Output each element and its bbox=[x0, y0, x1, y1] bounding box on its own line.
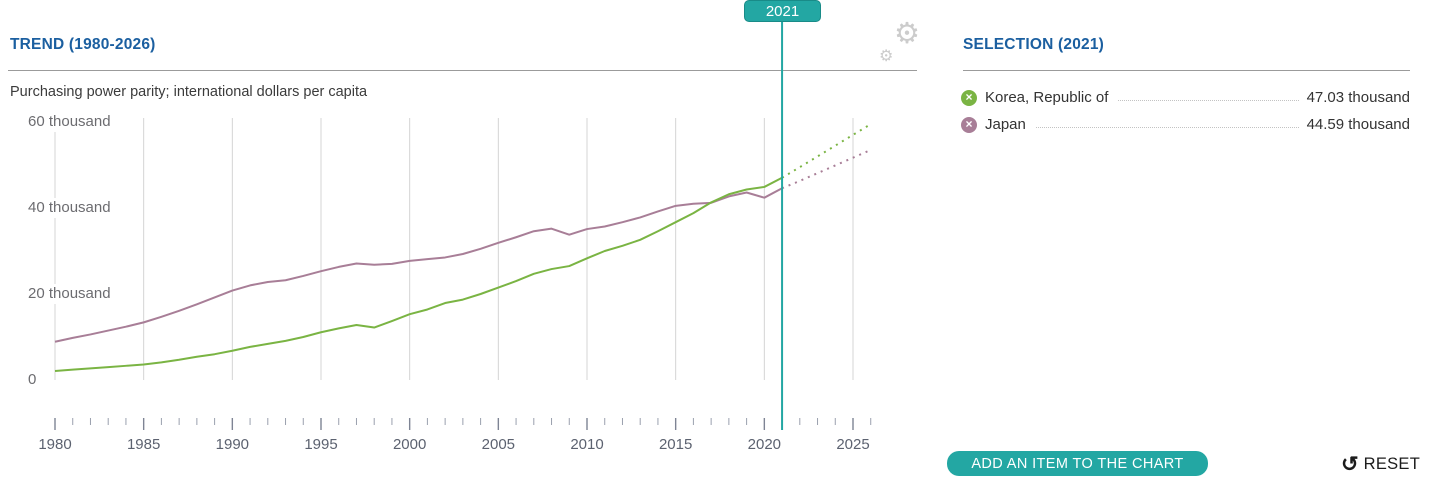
x-axis-label: 2010 bbox=[570, 436, 604, 453]
series-value: 47.03 thousand bbox=[1306, 89, 1410, 106]
dotted-leader bbox=[1118, 100, 1299, 101]
x-axis-label: 1985 bbox=[126, 436, 161, 453]
year-marker-badge[interactable]: 2021 bbox=[744, 0, 821, 22]
settings-gears-icon[interactable]: ⚙ ⚙ bbox=[876, 20, 922, 66]
selection-list: × Korea, Republic of 47.03 thousand × Ja… bbox=[961, 84, 1410, 138]
y-axis-label: 40 thousand bbox=[28, 198, 118, 218]
reset-button[interactable]: ↺ RESET bbox=[1341, 450, 1420, 478]
y-axis-label: 60 thousand bbox=[28, 112, 118, 132]
y-axis-label: 20 thousand bbox=[28, 284, 118, 304]
selection-row-japan: × Japan 44.59 thousand bbox=[961, 111, 1410, 138]
series-value: 44.59 thousand bbox=[1306, 116, 1410, 133]
trend-line-korea bbox=[54, 176, 783, 372]
x-axis-label: 1990 bbox=[215, 436, 250, 453]
x-axis-label: 1980 bbox=[38, 436, 72, 453]
trend-divider bbox=[8, 70, 917, 71]
trend-line-japan bbox=[54, 187, 783, 343]
x-axis-label: 2005 bbox=[481, 436, 516, 453]
x-axis-label: 2025 bbox=[836, 436, 870, 453]
selection-divider bbox=[963, 70, 1410, 71]
x-axis-label: 1995 bbox=[304, 436, 338, 453]
remove-item-icon[interactable]: × bbox=[961, 116, 977, 133]
reset-undo-icon: ↺ bbox=[1341, 452, 1359, 476]
dotted-leader bbox=[1035, 127, 1299, 128]
add-item-button[interactable]: ADD AN ITEM TO THE CHART bbox=[947, 451, 1208, 476]
gear-small-icon: ⚙ bbox=[879, 48, 894, 65]
selection-panel-title: SELECTION (2021) bbox=[963, 36, 1105, 53]
reset-label: RESET bbox=[1363, 454, 1421, 473]
chart-subtitle: Purchasing power parity; international d… bbox=[10, 84, 368, 100]
x-axis-label: 2020 bbox=[747, 436, 782, 453]
x-axis-label: 2000 bbox=[392, 436, 427, 453]
selection-row-korea: × Korea, Republic of 47.03 thousand bbox=[961, 84, 1410, 111]
series-label: Japan bbox=[985, 116, 1026, 133]
x-axis-label: 2015 bbox=[658, 436, 693, 453]
y-axis-label: 0 bbox=[28, 370, 44, 390]
gear-large-icon: ⚙ bbox=[894, 18, 920, 50]
series-label: Korea, Republic of bbox=[985, 89, 1109, 106]
projection-line-korea bbox=[781, 123, 872, 179]
trend-line-chart bbox=[54, 22, 872, 430]
trend-panel-title: TREND (1980-2026) bbox=[10, 36, 156, 53]
projection-line-japan bbox=[781, 149, 872, 190]
remove-item-icon[interactable]: × bbox=[961, 89, 977, 106]
